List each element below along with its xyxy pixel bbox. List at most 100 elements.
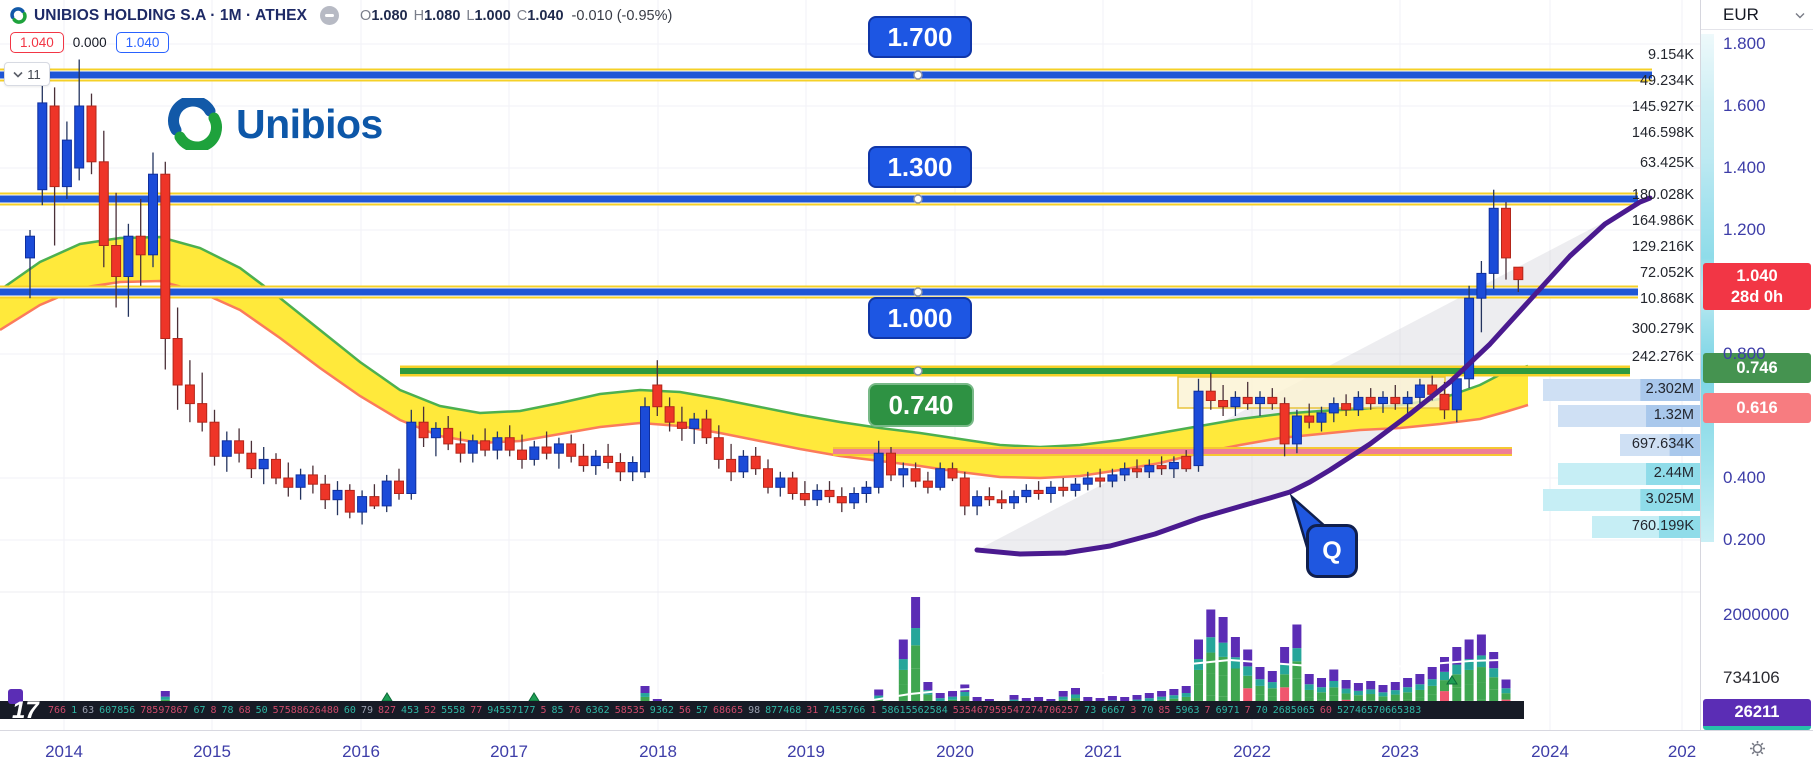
ohlc-values: O1.080 H1.080 L1.000 C1.040 -0.010 (-0.9… <box>360 7 673 24</box>
level-label-1300[interactable]: 1.300 <box>868 146 972 188</box>
volume-number: 78 <box>221 704 234 716</box>
volume-number: 57588626480 <box>272 704 339 716</box>
line-anchor-handle <box>913 70 923 80</box>
volume-number: 68665 <box>712 704 744 716</box>
volume-profile-label: 300.279K <box>1631 321 1694 337</box>
volume-profile-label: 129.216K <box>1631 239 1694 255</box>
volume-profile-label: 72.052K <box>1639 265 1694 281</box>
support-level-badge: 0.746 <box>1703 353 1811 383</box>
time-axis-label: 2018 <box>639 742 677 761</box>
symbol-logo-icon <box>10 7 27 24</box>
tradingview-watermark-icon[interactable]: 17 <box>6 688 50 724</box>
volume-number: 79 <box>360 704 373 716</box>
unibios-swirl-icon <box>168 98 222 150</box>
volume-profile-label: 63.425K <box>1639 155 1694 171</box>
currency-label: EUR <box>1723 4 1759 24</box>
volume-number: 877468 <box>765 704 802 716</box>
volume-number: 68 <box>238 704 251 716</box>
buy-marker-icon <box>1446 675 1458 685</box>
svg-text:17: 17 <box>12 697 40 724</box>
volume-profile-label: 2.302M <box>1645 381 1694 397</box>
level-label-1700[interactable]: 1.700 <box>868 16 972 58</box>
volume-profile-label: 3.025M <box>1645 491 1694 507</box>
time-axis-label: 202 <box>1667 742 1697 761</box>
volume-number: 58615562584 <box>881 704 948 716</box>
level-label-0740[interactable]: 0.740 <box>868 383 974 427</box>
price-tick: 1.400 <box>1723 158 1766 177</box>
time-axis-label: 2016 <box>342 742 380 761</box>
volume-number: 6362 <box>585 704 610 716</box>
volume-profile-label: 49.234K <box>1639 73 1694 89</box>
support-line-0746 <box>400 368 1630 374</box>
time-scale[interactable]: 2014 2015 2016 2017 2018 2019 2020 2021 2022 2023… <box>0 730 1813 775</box>
volume-number: 85 <box>551 704 564 716</box>
volume-profile-label: 760.199K <box>1631 518 1694 534</box>
time-axis-label: 2020 <box>936 742 974 761</box>
volume-number: 8 <box>210 704 217 716</box>
volume-profile-label: 1.32M <box>1653 407 1694 423</box>
level-label-1000[interactable]: 1.000 <box>868 297 972 339</box>
volume-profile-label: 697.634K <box>1631 436 1694 452</box>
volume-number: 52 <box>424 704 437 716</box>
minor-support-line <box>833 449 1512 454</box>
indicators-count: 11 <box>27 66 41 82</box>
current-price-badge: 1.040 28d 0h <box>1703 263 1811 310</box>
symbol-menu-icon[interactable] <box>320 6 340 25</box>
indicators-collapse-chip[interactable]: 11 <box>4 62 50 86</box>
price-badges-row: 1.040 0.000 1.040 <box>10 32 170 53</box>
volume-profile-label: 9.154K <box>1648 47 1694 63</box>
volume-number: 78597867 <box>140 704 189 716</box>
volume-number: 7455766 <box>823 704 866 716</box>
volume-number: 56 <box>678 704 691 716</box>
high-price-badge: 1.040 <box>115 32 170 53</box>
time-axis-label: 2023 <box>1381 742 1419 761</box>
volume-number: 31 <box>806 704 819 716</box>
volume-profile-label: 146.598K <box>1631 125 1694 141</box>
q-callout[interactable]: Q <box>1306 524 1358 578</box>
symbol-header: UNIBIOS HOLDING S.A · 1M · ATHEX O1.080 … <box>10 6 672 25</box>
volume-tick: 734106 <box>1723 668 1780 687</box>
volume-number: 76 <box>568 704 581 716</box>
volume-profile-label: 242.276K <box>1631 349 1694 365</box>
volume-number: 766 <box>48 704 67 716</box>
volume-number: 5963 <box>1175 704 1200 716</box>
volume-number: 3 <box>1130 704 1137 716</box>
volume-number: 52746570665383 <box>1336 704 1422 716</box>
price-tick: 0.200 <box>1723 530 1766 549</box>
volume-numbers-strip: 766 1 63 607856 78597867 67 8 78 68 50 57588626480… <box>0 701 1524 719</box>
resistance-line-1300 <box>0 195 1638 203</box>
volume-number: 58535 <box>614 704 645 716</box>
low-price-badge: 1.040 <box>10 32 64 53</box>
volume-profile-label: 10.868K <box>1639 291 1694 307</box>
time-axis-label: 2024 <box>1531 742 1569 761</box>
ma-upper-line <box>0 235 1529 449</box>
volume-number: 1 <box>870 704 877 716</box>
time-axis-label: 2014 <box>45 742 83 761</box>
volume-number: 77 <box>470 704 483 716</box>
price-change: -0.010 (-0.95%) <box>571 7 673 24</box>
volume-profile-bars <box>1543 379 1700 538</box>
price-scale[interactable]: EUR 1.040 28d 0h 0.746 0.616 26211 1.800 1… <box>1700 0 1813 730</box>
volume-number: 607856 <box>99 704 136 716</box>
volume-number: 9362 <box>649 704 674 716</box>
candlestick-series <box>25 59 1524 525</box>
trend-curve <box>974 195 1653 557</box>
volume-tick: 2000000 <box>1723 605 1790 624</box>
volume-bars <box>25 597 1523 712</box>
volume-profile-label: 2.44M <box>1653 465 1694 481</box>
volume-number: 98 <box>748 704 761 716</box>
currency-selector[interactable]: EUR <box>1701 0 1813 30</box>
volume-profile-label: 145.927K <box>1631 99 1694 115</box>
line-anchor-handle <box>913 366 923 376</box>
line-anchor-handle <box>913 194 923 204</box>
symbol-title[interactable]: UNIBIOS HOLDING S.A · 1M · ATHEX <box>34 6 308 24</box>
volume-number: 73 <box>1084 704 1097 716</box>
volume-number: 60 <box>343 704 356 716</box>
time-axis-label: 2015 <box>193 742 231 761</box>
volume-number: 5558 <box>441 704 466 716</box>
volume-number: 1 <box>71 704 78 716</box>
gear-icon[interactable] <box>1749 740 1766 757</box>
volume-number: 70 <box>1141 704 1154 716</box>
volume-number: 7 <box>1204 704 1211 716</box>
